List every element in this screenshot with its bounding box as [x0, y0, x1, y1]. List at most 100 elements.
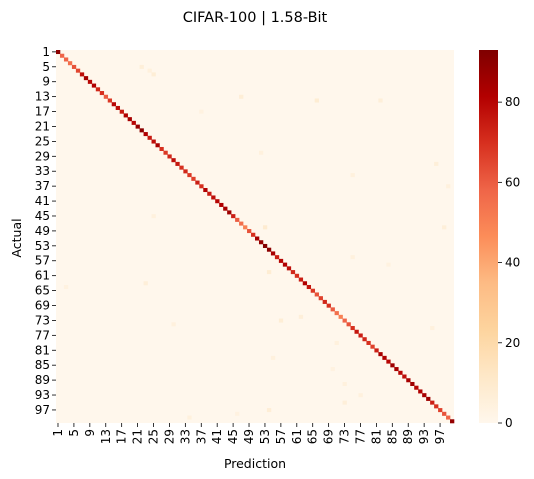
- diagonal-cell: [283, 263, 287, 267]
- diagonal-cell: [414, 386, 418, 390]
- diagonal-cell: [279, 259, 283, 263]
- diagonal-cell: [311, 289, 315, 293]
- heatmap-cell: [152, 214, 156, 218]
- diagonal-cell: [446, 416, 450, 420]
- diagonal-cell: [84, 76, 88, 80]
- heatmap-cell: [267, 270, 271, 274]
- diagonal-cell: [422, 393, 426, 397]
- diagonal-cell: [239, 222, 243, 226]
- diagonal-cell: [223, 207, 227, 211]
- diagonal-cell: [60, 54, 64, 58]
- y-tick-label: 13: [35, 90, 50, 104]
- diagonal-cell: [100, 91, 104, 95]
- diagonal-cell: [120, 110, 124, 114]
- x-tick-label: 93: [417, 429, 431, 444]
- y-tick-label: 65: [35, 284, 50, 298]
- heatmap-cell: [148, 69, 152, 73]
- diagonal-cell: [331, 307, 335, 311]
- x-tick-label: 21: [131, 429, 145, 444]
- x-tick-label: 13: [99, 429, 113, 444]
- diagonal-cell: [442, 412, 446, 416]
- heatmap-cell: [386, 263, 390, 267]
- heatmap-cell: [267, 408, 271, 412]
- heatmap-cell: [335, 341, 339, 345]
- diagonal-cell: [76, 69, 80, 73]
- diagonal-cell: [390, 363, 394, 367]
- diagonal-cell: [426, 397, 430, 401]
- colorbar-tick-label: 60: [505, 175, 520, 189]
- x-tick-label: 85: [385, 429, 399, 444]
- diagonal-cell: [183, 169, 187, 173]
- diagonal-cell: [267, 248, 271, 252]
- y-tick-label: 81: [35, 343, 50, 357]
- diagonal-cell: [386, 360, 390, 364]
- diagonal-cell: [315, 292, 319, 296]
- diagonal-cell: [191, 177, 195, 181]
- diagonal-cell: [287, 266, 291, 270]
- heatmap-cell: [235, 412, 239, 416]
- x-tick-label: 33: [178, 429, 192, 444]
- y-tick-label: 57: [35, 254, 50, 268]
- diagonal-cell: [307, 285, 311, 289]
- x-tick-label: 49: [242, 429, 256, 444]
- diagonal-cell: [156, 143, 160, 147]
- heatmap-cell: [315, 98, 319, 102]
- diagonal-cell: [199, 184, 203, 188]
- colorbar-tick-label: 40: [505, 256, 520, 270]
- heatmap-cell: [343, 382, 347, 386]
- diagonal-cell: [215, 199, 219, 203]
- y-tick-label: 41: [35, 194, 50, 208]
- diagonal-cell: [327, 304, 331, 308]
- diagonal-cell: [251, 233, 255, 237]
- diagonal-cell: [64, 57, 68, 61]
- y-tick-label: 1: [42, 45, 50, 59]
- heatmap-cell: [343, 401, 347, 405]
- x-tick-label: 53: [258, 429, 272, 444]
- diagonal-cell: [450, 419, 454, 423]
- x-tick-label: 81: [369, 429, 383, 444]
- diagonal-cell: [175, 162, 179, 166]
- heatmap-cell: [378, 98, 382, 102]
- y-tick-label: 37: [35, 179, 50, 193]
- diagonal-cell: [347, 322, 351, 326]
- x-tick-label: 97: [433, 429, 447, 444]
- heatmap-cell: [144, 281, 148, 285]
- y-tick-label: 45: [35, 209, 50, 223]
- heatmap-cell: [171, 322, 175, 326]
- diagonal-cell: [68, 61, 72, 65]
- x-tick-label: 1: [51, 429, 65, 437]
- diagonal-cell: [179, 166, 183, 170]
- diagonal-cell: [235, 218, 239, 222]
- heatmap-cell: [299, 315, 303, 319]
- diagonal-cell: [303, 281, 307, 285]
- diagonal-cell: [132, 121, 136, 125]
- y-tick-label: 77: [35, 328, 50, 342]
- diagonal-cell: [104, 95, 108, 99]
- diagonal-cell: [438, 408, 442, 412]
- heatmap-cell: [64, 285, 68, 289]
- diagonal-cell: [362, 337, 366, 341]
- diagonal-cell: [116, 106, 120, 110]
- diagonal-cell: [140, 128, 144, 132]
- diagonal-cell: [323, 300, 327, 304]
- y-tick-label: 29: [35, 149, 50, 163]
- heatmap-cell: [331, 367, 335, 371]
- diagonal-cell: [167, 154, 171, 158]
- colorbar-tick-label: 20: [505, 336, 520, 350]
- diagonal-cell: [299, 278, 303, 282]
- y-tick-label: 53: [35, 239, 50, 253]
- diagonal-cell: [271, 251, 275, 255]
- diagonal-cell: [243, 225, 247, 229]
- diagonal-cell: [136, 125, 140, 129]
- y-tick-label: 61: [35, 269, 50, 283]
- x-tick-label: 73: [338, 429, 352, 444]
- diagonal-cell: [152, 140, 156, 144]
- diagonal-cell: [227, 210, 231, 214]
- diagonal-cell: [394, 367, 398, 371]
- diagonal-cell: [335, 311, 339, 315]
- x-tick-label: 9: [83, 429, 97, 437]
- heatmap-cell: [239, 95, 243, 99]
- diagonal-cell: [434, 404, 438, 408]
- y-tick-label: 33: [35, 164, 50, 178]
